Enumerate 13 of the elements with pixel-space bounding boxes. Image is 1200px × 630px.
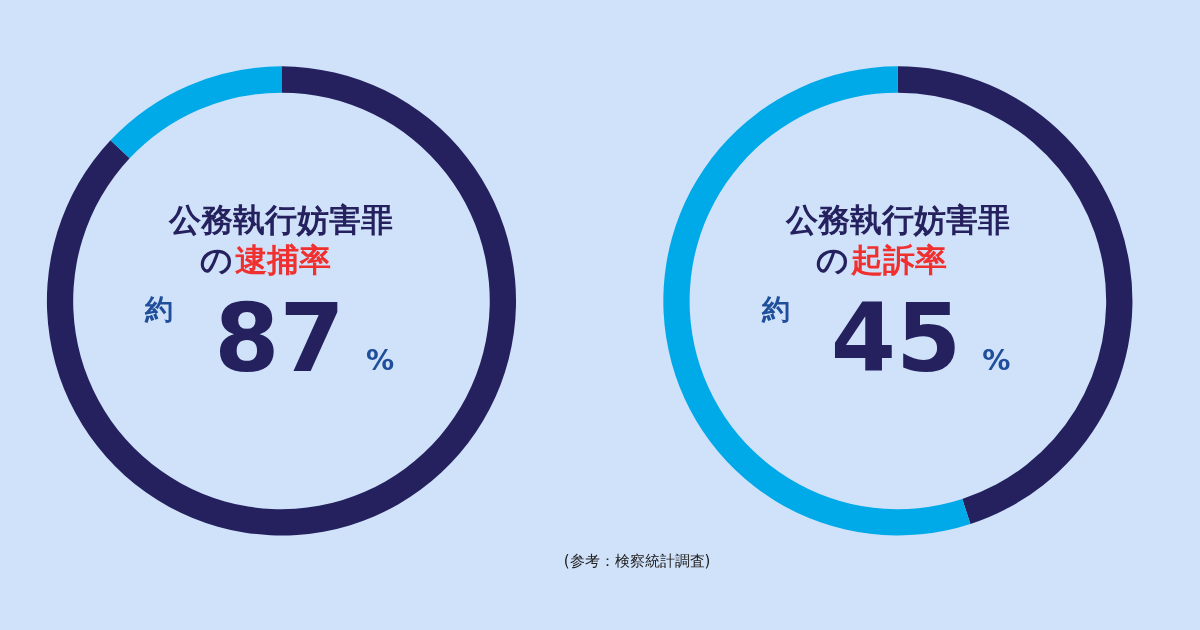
data-label: 87 — [214, 284, 345, 394]
text: の起訴率 — [816, 240, 947, 279]
data-label: 45 — [830, 284, 962, 394]
donut-slice — [46, 66, 516, 536]
donut-slice — [110, 66, 282, 159]
text: 公務執行妨害罪 — [168, 200, 394, 239]
text: % — [365, 344, 395, 378]
text: 約 — [760, 292, 790, 326]
text: 公務執行妨害罪 — [784, 200, 1010, 239]
text: (参考：検察統計調査) — [563, 552, 711, 571]
text: 約 — [144, 292, 174, 326]
text: % — [982, 344, 1011, 378]
text: の逮捕率 — [199, 240, 331, 279]
